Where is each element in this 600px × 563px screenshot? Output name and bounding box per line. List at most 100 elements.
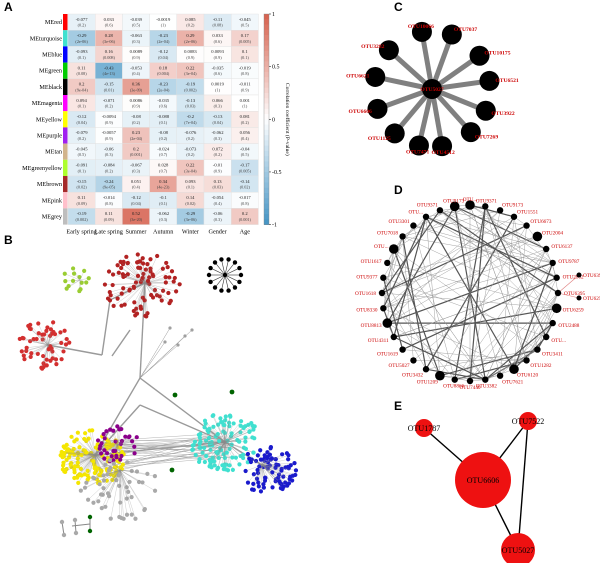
colorbar-title: Correlation coefficient (P-value) xyxy=(284,83,291,156)
network-node xyxy=(45,325,50,330)
network-edge xyxy=(484,322,554,381)
network-node xyxy=(82,268,87,273)
network-node xyxy=(479,70,500,91)
network-node xyxy=(42,332,47,337)
network-node-label: OTU9787 xyxy=(558,259,579,265)
network-node xyxy=(36,321,41,326)
network-node xyxy=(70,266,76,271)
network-node xyxy=(134,311,140,316)
network-node xyxy=(208,265,213,271)
cell-value: -0.0019 xyxy=(156,17,171,22)
network-node xyxy=(261,485,266,490)
network-node xyxy=(119,291,124,296)
cell-pvalue: (0.9) xyxy=(241,87,250,92)
row-label: MEgreen xyxy=(39,68,62,75)
network-edge xyxy=(139,404,226,443)
network-edge xyxy=(210,267,226,276)
network-edge xyxy=(387,322,486,380)
cell-value: -0.06 xyxy=(213,211,223,216)
cell-pvalue: (0.01) xyxy=(104,87,115,92)
network-node xyxy=(102,436,107,441)
network-edge xyxy=(221,259,226,276)
network-node xyxy=(183,334,187,338)
cell-value: -0.062 xyxy=(212,130,225,135)
cell-value: -0.11 xyxy=(213,17,223,22)
network-edge xyxy=(224,441,240,465)
network-panel-d: OTU...OTU9371OTU9173OTU1551OTU6673OTU200… xyxy=(355,197,600,391)
network-node xyxy=(72,475,77,481)
network-node xyxy=(482,203,489,210)
network-node xyxy=(208,447,213,452)
network-node xyxy=(227,463,232,468)
cell-value: 0.16 xyxy=(105,49,114,54)
cell-value: -0.045 xyxy=(239,17,252,22)
network-node xyxy=(63,469,68,474)
network-panel-b xyxy=(17,252,299,538)
cell-pvalue: (0.2) xyxy=(214,152,223,157)
network-node xyxy=(119,265,124,271)
network-node xyxy=(132,451,137,456)
network-edge xyxy=(72,268,81,281)
network-node xyxy=(101,473,106,478)
network-edge xyxy=(119,469,145,510)
cell-pvalue: (0.1) xyxy=(159,201,168,206)
network-node xyxy=(163,340,167,344)
network-node xyxy=(207,464,212,469)
network-edge xyxy=(381,292,557,309)
row-label: MEturquoise xyxy=(30,35,63,42)
row-label: MEgreenyellow xyxy=(22,165,62,172)
colorbar-tick-label: 1 xyxy=(272,12,275,18)
cell-pvalue: (9e-05) xyxy=(103,185,116,190)
network-edge xyxy=(383,210,501,309)
cell-value: 0.056 xyxy=(240,130,251,135)
cell-value: -0.093 xyxy=(76,49,89,54)
cell-value: -0.24 xyxy=(104,179,114,184)
network-node xyxy=(67,340,72,345)
network-node xyxy=(390,333,397,341)
network-edge xyxy=(68,449,96,456)
network-node xyxy=(177,282,182,287)
network-node xyxy=(432,136,453,157)
network-node xyxy=(148,269,153,274)
cell-pvalue: (0.002) xyxy=(184,87,197,92)
network-node xyxy=(204,453,209,459)
cell-pvalue: (0.2) xyxy=(78,23,87,28)
network-edge xyxy=(425,216,441,376)
network-edge xyxy=(224,423,234,443)
colorbar-segment xyxy=(264,150,269,157)
network-node xyxy=(63,342,69,347)
network-node xyxy=(138,304,143,309)
network-node xyxy=(237,462,242,467)
network-node xyxy=(51,320,56,325)
cell-pvalue: (0.03) xyxy=(213,185,224,190)
colorbar-segment xyxy=(264,114,269,120)
network-node xyxy=(218,416,223,421)
network-node xyxy=(62,445,67,450)
network-edge xyxy=(133,282,146,312)
network-node xyxy=(543,333,550,341)
network-edge xyxy=(402,277,557,351)
network-node xyxy=(77,445,82,450)
network-node xyxy=(415,419,433,437)
network-node xyxy=(72,464,78,469)
cell-pvalue: (3e-20) xyxy=(130,217,143,222)
network-edge xyxy=(195,441,226,456)
network-edge xyxy=(117,444,135,454)
network-node xyxy=(411,21,432,42)
network-node-label: OTU3432 xyxy=(402,372,423,378)
network-edge xyxy=(224,431,250,443)
network-node xyxy=(117,514,122,520)
network-edge xyxy=(117,429,120,446)
network-edge xyxy=(469,206,486,382)
network-node xyxy=(129,495,134,500)
network-node xyxy=(148,257,153,262)
network-edge xyxy=(513,292,559,370)
network-node xyxy=(176,343,180,347)
network-edge xyxy=(224,441,254,453)
network-edge xyxy=(382,216,427,309)
network-edge xyxy=(526,292,559,361)
cell-pvalue: (0.8) xyxy=(241,71,250,76)
network-node-label: OTU3411 xyxy=(542,351,563,357)
network-node xyxy=(102,448,107,453)
cell-value: -0.23 xyxy=(158,33,168,38)
